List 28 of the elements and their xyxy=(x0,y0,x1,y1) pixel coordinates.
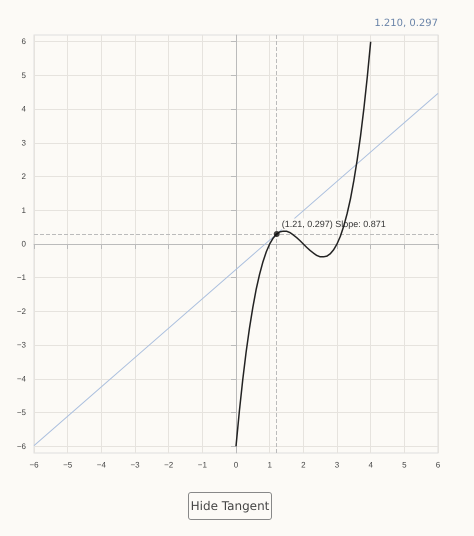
x-tick-label: −2 xyxy=(164,460,174,470)
y-tick-label: −1 xyxy=(16,273,27,282)
y-tick-label: −5 xyxy=(16,408,27,418)
y-tick-label: −6 xyxy=(16,442,27,451)
x-tick-label: 5 xyxy=(402,460,408,470)
y-tick-label: −2 xyxy=(16,306,27,316)
x-tick-label: 0 xyxy=(234,460,239,470)
x-tick-label: −1 xyxy=(198,460,208,470)
y-tick-label: 6 xyxy=(22,37,27,46)
y-tick-label: 1 xyxy=(22,206,27,215)
x-tick-label: −6 xyxy=(29,460,40,470)
y-tick-label: −3 xyxy=(16,340,27,350)
x-tick-label: −3 xyxy=(130,460,140,470)
y-tick-label: 2 xyxy=(22,172,27,182)
x-tick-label: −5 xyxy=(63,460,73,470)
x-tick-label: −4 xyxy=(96,460,106,470)
y-tick-label: 0 xyxy=(22,240,27,248)
y-tick-label: 5 xyxy=(22,70,27,80)
x-tick-label: 4 xyxy=(368,460,374,470)
x-tick-label: 6 xyxy=(436,460,441,470)
y-tick-label: 3 xyxy=(22,138,27,148)
text: 1.210, 0.297 xyxy=(374,18,438,29)
y-tick-label: −4 xyxy=(16,374,27,384)
x-tick-label: 2 xyxy=(301,460,306,470)
x-tick-label: 1 xyxy=(267,460,272,470)
y-tick-label: 4 xyxy=(22,104,27,114)
x-tick-label: 3 xyxy=(334,460,340,470)
hide-tangent-button: Hide Tangent xyxy=(188,492,272,520)
